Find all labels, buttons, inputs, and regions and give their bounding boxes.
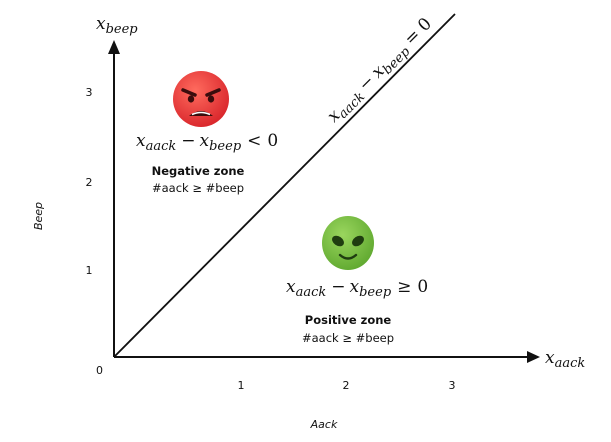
angry-face-icon xyxy=(173,71,229,127)
x-tick-label: 3 xyxy=(449,379,456,392)
alien-face-icon xyxy=(322,216,374,270)
negative-zone-condition: #aack ≥ #beep xyxy=(152,181,244,195)
x-tick-label: 1 xyxy=(238,379,245,392)
y-axis-variable: xbeep xyxy=(96,14,138,37)
x-tick-label: 2 xyxy=(343,379,350,392)
svg-text:xaack−xbeep=0: xaack−xbeep=0 xyxy=(323,14,438,129)
negative-zone-inequality: xaack − xbeep <0 xyxy=(136,131,278,154)
x-axis-arrowhead xyxy=(527,351,540,363)
positive-zone-condition: #aack ≥ #beep xyxy=(302,331,394,345)
y-tick-label: 2 xyxy=(86,176,93,189)
x-axis-title: Aack xyxy=(310,418,338,431)
boundary-equation: xaack−xbeep=0 xyxy=(323,14,438,129)
y-tick-label: 1 xyxy=(86,264,93,277)
positive-zone-title: Positive zone xyxy=(305,313,392,327)
boundary-line xyxy=(113,13,456,358)
x-axis-variable: xaack xyxy=(545,348,585,371)
positive-zone-inequality: xaack − xbeep ≥0 xyxy=(286,277,428,300)
negative-zone-title: Negative zone xyxy=(152,164,245,178)
y-axis-arrowhead xyxy=(108,40,120,54)
y-tick-label: 3 xyxy=(86,86,93,99)
origin-label: 0 xyxy=(96,364,103,377)
y-axis-title: Beep xyxy=(32,202,45,230)
